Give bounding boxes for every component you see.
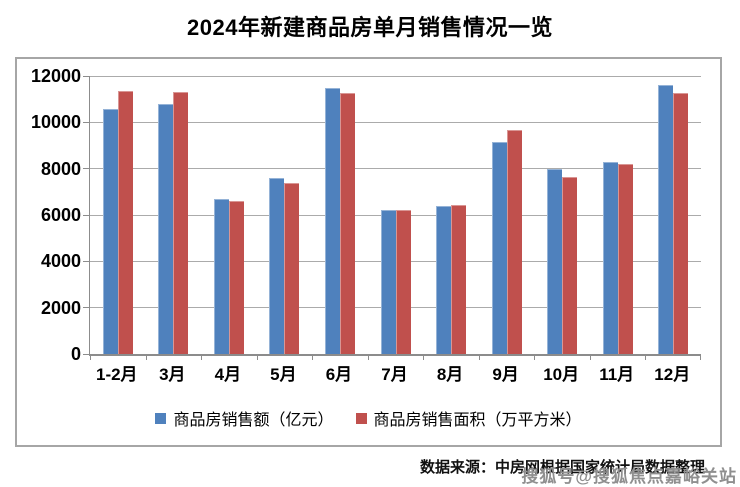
bar-sales-area bbox=[451, 204, 467, 354]
bar-sales-area bbox=[673, 92, 689, 354]
x-axis-tick-label: 1-2月 bbox=[95, 365, 138, 384]
bar-sales-amount bbox=[324, 88, 340, 354]
bar-sales-area bbox=[395, 209, 411, 354]
x-axis-tick bbox=[367, 354, 369, 360]
x-axis-tick bbox=[700, 354, 701, 360]
bar-sales-area bbox=[562, 176, 578, 354]
x-axis-tick bbox=[256, 354, 258, 360]
y-axis-tick-label: 6000 bbox=[40, 205, 81, 225]
bar-sales-amount bbox=[158, 104, 174, 354]
bar-sales-amount bbox=[269, 177, 285, 354]
y-axis-tick bbox=[83, 260, 89, 262]
bar-sales-amount bbox=[380, 210, 396, 354]
plot-area bbox=[83, 75, 701, 360]
legend-swatch-red-icon bbox=[355, 412, 367, 424]
watermark: 搜狐号@搜狐焦点嘉峪关站 bbox=[521, 467, 737, 486]
x-axis-tick bbox=[145, 354, 147, 360]
y-axis-tick-label: 4000 bbox=[40, 251, 81, 272]
legend-swatch-blue-icon bbox=[155, 412, 167, 424]
x-axis-tick-label: 6月 bbox=[325, 365, 353, 384]
x-axis-tick bbox=[201, 354, 203, 360]
y-axis-tick bbox=[83, 353, 89, 355]
gridline bbox=[90, 168, 701, 170]
x-axis-tick bbox=[478, 354, 480, 360]
y-axis-tick bbox=[83, 214, 89, 216]
gridline bbox=[90, 121, 701, 123]
bar-sales-amount bbox=[658, 84, 674, 354]
bar-sales-area bbox=[173, 92, 189, 354]
legend-item-sales-amount: 商品房销售额（亿元） bbox=[155, 406, 334, 430]
bar-sales-area bbox=[284, 182, 300, 354]
y-axis-tick bbox=[83, 168, 89, 170]
bar-sales-area bbox=[228, 201, 244, 354]
x-axis-tick-label: 3月 bbox=[159, 365, 186, 384]
y-axis-labels: 0 2000 4000 6000 8000 10000 12000 bbox=[19, 67, 81, 363]
y-axis-tick bbox=[83, 75, 89, 77]
x-axis-tick-label: 7月 bbox=[381, 365, 408, 384]
x-axis-tick-label: 11月 bbox=[599, 365, 635, 384]
x-axis-tick-label: 9月 bbox=[492, 365, 519, 384]
x-axis-tick bbox=[645, 354, 647, 360]
x-axis-tick bbox=[312, 354, 314, 360]
x-axis-labels: 1-2月 3月 4月 5月 6月 7月 8月 9月 10月 11月 12月 bbox=[89, 360, 700, 385]
x-axis-tick bbox=[90, 354, 91, 360]
gridline bbox=[90, 75, 701, 77]
y-axis-tick-label: 10000 bbox=[30, 112, 81, 133]
bar-sales-area bbox=[506, 129, 522, 354]
x-axis-tick-label: 5月 bbox=[270, 365, 297, 384]
legend: 商品房销售额（亿元） 商品房销售面积（万平方米） bbox=[17, 406, 720, 430]
bar-sales-amount bbox=[547, 169, 563, 354]
page-title: 2024年新建商品房单月销售情况一览 bbox=[187, 15, 553, 40]
x-axis-tick-label: 8月 bbox=[436, 365, 464, 384]
bar-sales-area bbox=[617, 164, 633, 354]
legend-label-sales-amount: 商品房销售额（亿元） bbox=[173, 412, 334, 429]
bar-sales-amount bbox=[213, 198, 229, 354]
y-axis-tick-label: 8000 bbox=[40, 158, 81, 179]
chart-container: 0 2000 4000 6000 8000 10000 12000 1-2月 3月 4月 5月 6月… bbox=[15, 57, 722, 447]
bar-sales-amount bbox=[436, 205, 452, 354]
bar-sales-amount bbox=[491, 141, 507, 354]
data-source-note: 数据来源：中房网根据国家统计局数据整理 bbox=[419, 459, 705, 476]
bar-sales-amount bbox=[102, 109, 118, 354]
y-axis-tick-label: 2000 bbox=[40, 297, 81, 318]
x-axis-tick-label: 12月 bbox=[654, 365, 691, 384]
bar-sales-amount bbox=[602, 162, 618, 354]
x-axis-tick-label: 4月 bbox=[214, 365, 242, 384]
bar-sales-area bbox=[339, 92, 355, 354]
y-axis-tick bbox=[83, 307, 89, 309]
legend-item-sales-area: 商品房销售面积（万平方米） bbox=[355, 406, 582, 430]
bar-sales-area bbox=[117, 90, 133, 354]
x-axis-tick bbox=[534, 354, 536, 360]
y-axis-tick bbox=[83, 121, 89, 123]
x-axis-tick bbox=[423, 354, 425, 360]
y-axis-tick-label: 0 bbox=[70, 344, 81, 364]
legend-label-sales-area: 商品房销售面积（万平方米） bbox=[373, 412, 582, 429]
y-axis-tick-label: 12000 bbox=[30, 66, 81, 86]
x-axis-tick-label: 10月 bbox=[543, 365, 580, 384]
x-axis-tick bbox=[589, 354, 591, 360]
